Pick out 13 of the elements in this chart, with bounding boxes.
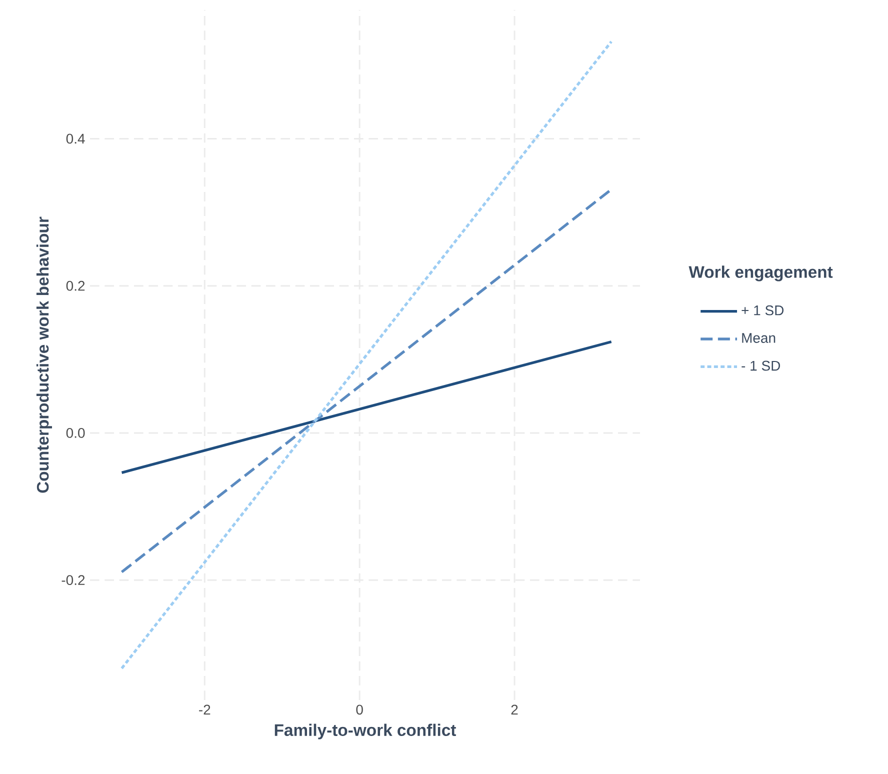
y-tick-label: 0.0: [66, 428, 85, 438]
y-axis-title: Counterproductive work behaviour: [36, 216, 52, 493]
x-tick-label: -2: [199, 704, 210, 714]
x-tick-label: 2: [511, 704, 518, 714]
x-tick-label: 0: [356, 704, 363, 715]
legend-label: + 1 SD: [742, 305, 784, 316]
y-tick-label: 0.2: [66, 280, 85, 291]
x-axis-title: Family-to-work conflict: [274, 724, 456, 740]
y-tick-label: 0.4: [66, 134, 85, 144]
legend-title: Work engagement: [688, 266, 833, 282]
legend-label: Mean: [742, 333, 776, 343]
legend-label: - 1 SD: [742, 360, 780, 371]
y-tick-label: -0.2: [62, 575, 85, 586]
